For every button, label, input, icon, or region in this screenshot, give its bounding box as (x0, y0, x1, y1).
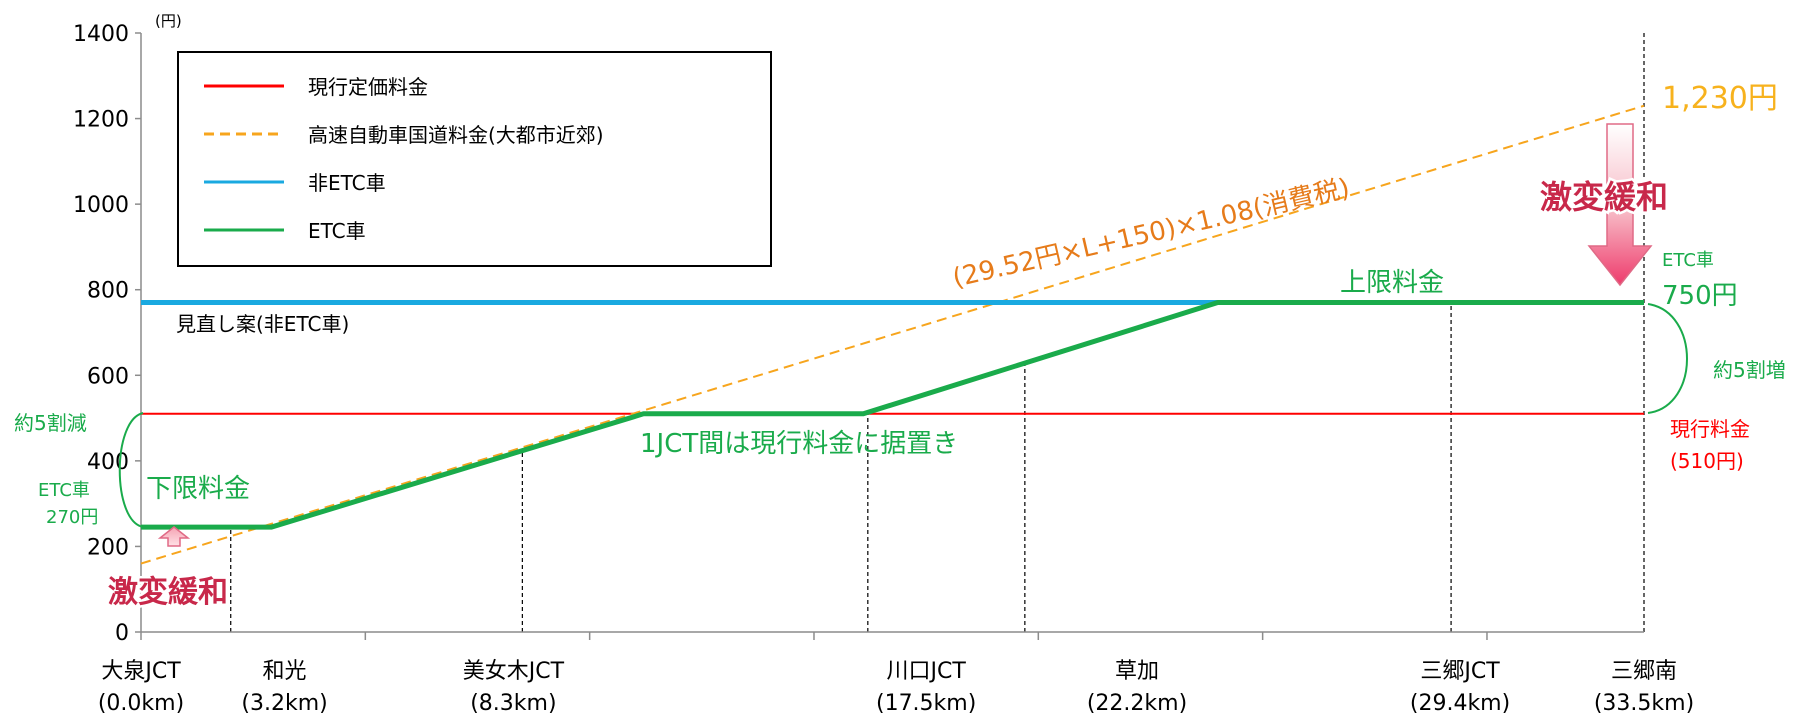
jct-note-label: 1JCT間は現行料金に据置き (640, 429, 958, 459)
legend-label: 高速自動車国道料金(大都市近郊) (308, 123, 604, 147)
etc-label-right: ETC車 (1662, 250, 1714, 271)
y-tick-label: 1000 (73, 193, 129, 218)
x-station-name: 三郷JCT (1420, 659, 1500, 684)
etc-label-left: ETC車 (38, 480, 90, 501)
etc-min-value: 270円 (46, 507, 98, 528)
mitigation-label-left: 激変緩和 (108, 575, 228, 610)
etc-max-value: 750円 (1662, 281, 1738, 311)
legend-label: 非ETC車 (308, 171, 386, 195)
lower-limit-label: 下限料金 (146, 474, 250, 504)
x-station-name: 大泉JCT (101, 659, 181, 684)
increase-label: 約5割増 (1713, 358, 1786, 382)
x-station-km: (3.2km) (241, 691, 327, 716)
legend-label: 現行定価料金 (308, 75, 428, 99)
x-station-name: 川口JCT (887, 659, 967, 684)
mitigation-label-right: 激変緩和 (1540, 178, 1668, 216)
series-line (141, 300, 1644, 530)
x-station-km: (8.3km) (470, 691, 556, 716)
x-station-name: 和光 (263, 659, 307, 684)
y-tick-label: 200 (87, 535, 129, 560)
decrease-brace (118, 412, 144, 528)
y-tick-label: 600 (87, 364, 129, 389)
current-fee-value: (510円) (1670, 449, 1744, 473)
legend-box (177, 51, 772, 267)
y-unit-label: (円) (155, 12, 182, 30)
mitigation-up-arrow (157, 526, 191, 547)
upper-limit-label: 上限料金 (1340, 268, 1444, 298)
y-tick-label: 800 (87, 279, 129, 304)
y-tick-label: 400 (87, 450, 129, 475)
y-tick-label: 1200 (73, 108, 129, 133)
series-lines (140, 104, 1645, 565)
y-tick-label: 0 (115, 621, 129, 646)
x-station-km: (33.5km) (1594, 691, 1694, 716)
legend-label: ETC車 (308, 219, 366, 243)
x-station-km: (29.4km) (1410, 691, 1510, 716)
series-line (140, 104, 1645, 565)
formula-label: (29.52円×L+150)×1.08(消費税) (950, 173, 1353, 294)
vertical-guides (230, 33, 1645, 632)
x-station-name: 三郷南 (1611, 659, 1677, 684)
current-fee-label: 現行料金 (1670, 417, 1750, 441)
top-value-label: 1,230円 (1662, 81, 1778, 116)
x-station-name: 美女木JCT (463, 659, 565, 684)
increase-brace (1647, 303, 1688, 414)
mitigation-down-arrow (1587, 123, 1653, 287)
x-station-km: (0.0km) (98, 691, 184, 716)
y-tick-label: 1400 (73, 22, 129, 47)
axes: 0 200 400 600 800 1000 1200 1400 大泉JCT (0.0km) 和光 (… (73, 22, 1694, 716)
review-plan-label: 見直し案(非ETC車) (176, 312, 349, 336)
decrease-label: 約5割減 (14, 411, 87, 435)
x-station-km: (22.2km) (1087, 691, 1187, 716)
x-station-km: (17.5km) (876, 691, 976, 716)
x-station-name: 草加 (1115, 659, 1159, 684)
